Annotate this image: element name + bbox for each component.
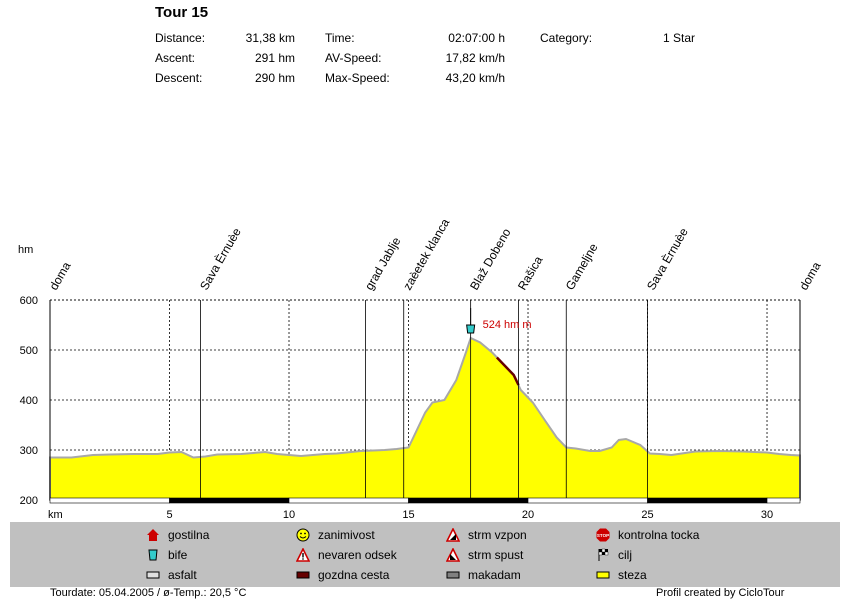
gozdna-cesta-icon	[296, 568, 310, 582]
legend-panel: gostilna zanimivost strm vzpon STOP kont…	[10, 522, 840, 587]
x-tick-label: 30	[761, 509, 773, 520]
km-scale-segment	[647, 497, 768, 504]
tour-title: Tour 15	[155, 4, 209, 21]
km-scale-segment	[408, 497, 529, 504]
x-tick-label: 5	[166, 509, 172, 520]
stat-avspeed-value: 17,82 km/h	[445, 51, 505, 65]
legend-item-cilj: cilj	[596, 548, 632, 562]
stat-category-value: 1 Star	[663, 31, 696, 45]
waypoint-label: Rašica	[515, 253, 546, 292]
legend-label: nevaren odsek	[318, 548, 397, 562]
gostilna-icon	[146, 528, 160, 542]
waypoint-label: doma	[46, 259, 73, 292]
legend-item-strm-spust: strm spust	[446, 548, 523, 562]
legend-label: cilj	[618, 548, 632, 562]
stat-time-label: Time:	[325, 31, 355, 45]
steza-icon	[596, 568, 610, 582]
stat-time-value: 02:07:00 h	[448, 31, 505, 45]
legend-item-strm-vzpon: strm vzpon	[446, 528, 527, 542]
footer-credit: Profil created by CicloTour	[656, 587, 785, 599]
stat-ascent-label: Ascent:	[155, 51, 196, 65]
legend-label: strm vzpon	[468, 528, 527, 542]
makadam-icon	[446, 568, 460, 582]
waypoint-label: zaèetek klanca	[400, 216, 452, 293]
legend-item-makadam: makadam	[446, 568, 521, 582]
y-tick-label: 600	[20, 295, 38, 307]
y-tick-label: 300	[20, 445, 38, 457]
cilj-icon	[596, 548, 610, 562]
waypoint-label: Blaž Dobeno	[467, 226, 514, 293]
x-tick-label: 10	[283, 509, 295, 520]
waypoint-label: Gameljne	[563, 241, 601, 293]
stat-avspeed-label: AV-Speed:	[325, 51, 382, 65]
legend-label: zanimivost	[318, 528, 375, 542]
waypoint-label: doma	[796, 259, 823, 292]
legend-item-gostilna: gostilna	[146, 528, 209, 542]
legend-label: makadam	[468, 568, 521, 582]
waypoint-label: Sava Èrnuèe	[196, 225, 244, 293]
legend-item-kontrolna-tocka: STOP kontrolna tocka	[596, 528, 699, 542]
x-axis-label: km	[48, 509, 63, 520]
waypoint-label: Sava Èrnuèe	[643, 225, 691, 293]
stat-category-label: Category:	[540, 31, 593, 45]
legend-item-bife: bife	[146, 548, 187, 562]
zanimivost-icon	[296, 528, 310, 542]
legend-item-zanimivost: zanimivost	[296, 528, 375, 542]
strm-vzpon-icon	[446, 528, 460, 542]
x-tick-label: 20	[522, 509, 534, 520]
x-tick-label: 15	[402, 509, 414, 520]
nevaren-odsek-icon	[296, 548, 310, 562]
km-scale-segment	[49, 497, 170, 504]
stat-maxspeed-value: 43,20 km/h	[445, 71, 505, 85]
legend-label: strm spust	[468, 548, 524, 562]
km-scale-segment	[169, 497, 290, 504]
surface-segment	[495, 356, 520, 386]
stat-descent-label: Descent:	[155, 71, 203, 85]
km-scale-segment	[766, 497, 801, 504]
y-tick-label: 400	[20, 395, 38, 407]
bife-icon	[146, 548, 160, 562]
footer-tourdate: Tourdate: 05.04.2005 / ø-Temp.: 20,5 °C	[50, 587, 247, 599]
y-tick-label: 500	[20, 345, 38, 357]
legend-label: bife	[168, 548, 188, 562]
legend-label: kontrolna tocka	[618, 528, 700, 542]
legend-label: steza	[618, 568, 647, 582]
elevation-chart: hm km doma Sava Èrnuèe grad Jabljezaèetek …	[18, 216, 824, 520]
km-scale-segment	[288, 497, 409, 504]
strm-spust-icon	[446, 548, 460, 562]
legend-label: gozdna cesta	[318, 568, 390, 582]
asfalt-icon	[146, 568, 160, 582]
legend-item-asfalt: asfalt	[146, 568, 197, 582]
elevation-area	[49, 336, 801, 501]
y-axis-label: hm	[18, 244, 33, 256]
x-tick-label: 25	[641, 509, 653, 520]
kontrolna-tocka-icon: STOP	[596, 528, 610, 542]
stat-ascent-value: 291 hm	[254, 51, 295, 65]
stat-descent-value: 290 hm	[254, 71, 295, 85]
max-elevation-label: 524 hm m	[483, 319, 532, 331]
svg-text:STOP: STOP	[597, 533, 609, 538]
waypoint-label: grad Jablje	[362, 234, 404, 292]
stat-distance-label: Distance:	[155, 31, 206, 45]
bife-icon	[466, 324, 476, 334]
legend-label: gostilna	[168, 528, 210, 542]
stat-distance-value: 31,38 km	[245, 31, 295, 45]
legend-label: asfalt	[168, 568, 197, 582]
y-tick-label: 200	[20, 495, 38, 507]
stat-maxspeed-label: Max-Speed:	[325, 71, 390, 85]
legend-item-nevaren-odsek: nevaren odsek	[296, 548, 397, 562]
legend-item-steza: steza	[596, 568, 647, 582]
km-scale-segment	[527, 497, 648, 504]
legend-item-gozdna-cesta: gozdna cesta	[296, 568, 389, 582]
